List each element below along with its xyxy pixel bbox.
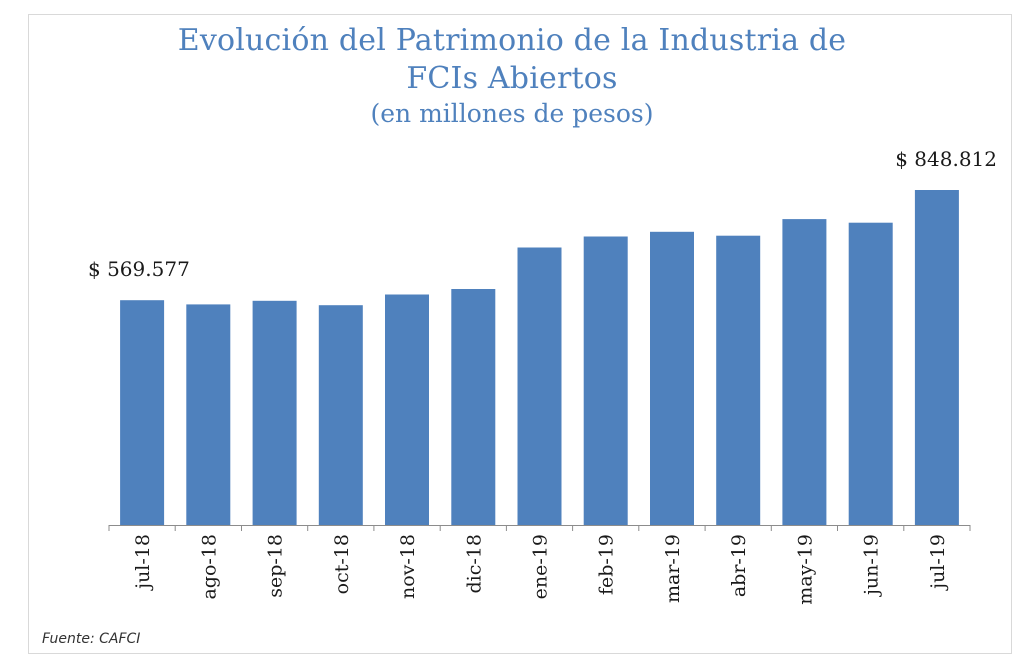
x-axis bbox=[108, 525, 971, 531]
chart-title-line-2: FCIs Abiertos bbox=[406, 61, 618, 96]
data-labels: $ 569.577 $ 848.812 bbox=[88, 147, 997, 281]
bar-jun-19 bbox=[848, 222, 893, 525]
bar-nov-18 bbox=[385, 294, 429, 525]
chart-title-line-1: Evolución del Patrimonio de la Industria… bbox=[177, 23, 847, 58]
x-tick-label-feb-19: feb-19 bbox=[596, 534, 618, 595]
bars-group bbox=[120, 190, 959, 526]
x-tick-labels: jul-18 ago-18 sep-18 oct-18 nov-18 dic-18 ene-… bbox=[132, 534, 949, 605]
x-tick-label-mar-19: mar-19 bbox=[662, 534, 684, 603]
x-tick-label-jul-19: jul-19 bbox=[927, 534, 949, 591]
bar-ene-19 bbox=[517, 247, 562, 525]
bar-sep-18 bbox=[252, 300, 297, 525]
bar-abr-19 bbox=[716, 235, 761, 525]
x-tick-label-oct-18: oct-18 bbox=[331, 534, 353, 594]
chart-subtitle: (en millones de pesos) bbox=[370, 99, 654, 128]
bar-feb-19 bbox=[583, 236, 628, 525]
x-tick-label-may-19: may-19 bbox=[794, 534, 816, 605]
bar-jul-18 bbox=[120, 300, 165, 525]
bar-jul-19 bbox=[914, 190, 959, 525]
x-tick-label-ago-18: ago-18 bbox=[198, 534, 220, 600]
bar-mar-19 bbox=[650, 231, 694, 526]
x-tick-label-jun-19: jun-19 bbox=[861, 534, 883, 597]
source-note: Fuente: CAFCI bbox=[42, 631, 141, 647]
x-tick-label-abr-19: abr-19 bbox=[728, 534, 750, 597]
x-tick-label-nov-18: nov-18 bbox=[397, 534, 419, 599]
x-tick-label-jul-18: jul-18 bbox=[132, 534, 154, 591]
data-label-jul-18: $ 569.577 bbox=[88, 257, 190, 281]
bar-dic-18 bbox=[451, 289, 496, 525]
bar-ago-18 bbox=[186, 304, 231, 525]
x-tick-label-ene-19: ene-19 bbox=[530, 534, 552, 599]
x-tick-label-dic-18: dic-18 bbox=[463, 534, 485, 593]
data-label-jul-19: $ 848.812 bbox=[895, 147, 997, 171]
x-tick-label-sep-18: sep-18 bbox=[265, 534, 287, 598]
bar-may-19 bbox=[782, 219, 827, 525]
bar-oct-18 bbox=[318, 305, 363, 525]
chart-title-block: Evolución del Patrimonio de la Industria… bbox=[0, 22, 1024, 130]
